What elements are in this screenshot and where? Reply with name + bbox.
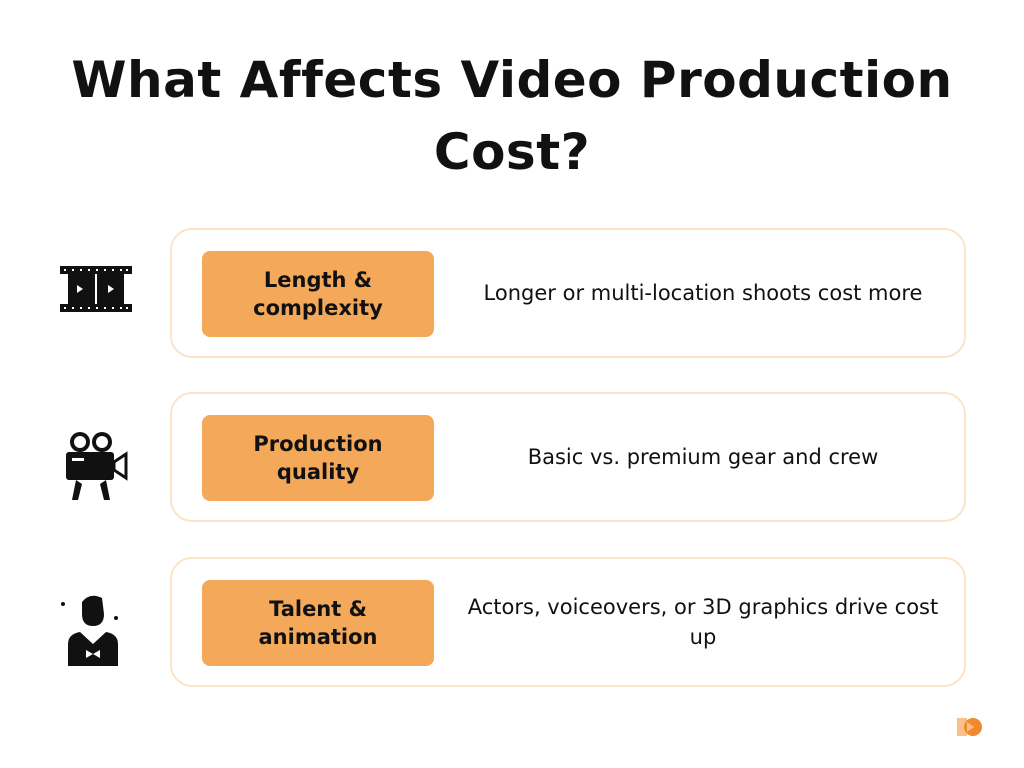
movie-camera-icon (66, 432, 128, 500)
factor-description: Longer or multi-location shoots cost mor… (483, 281, 923, 305)
page-title: What Affects Video Production Cost? (71, 51, 953, 181)
factor-label: Production quality (202, 415, 434, 501)
factor-description: Basic vs. premium gear and crew (527, 445, 879, 469)
actor-icon (61, 595, 118, 666)
factor-card: Production quality Basic vs. premium gea… (170, 392, 966, 522)
brand-logo-icon (957, 718, 982, 736)
factor-description: Actors, voiceovers, or 3D graphics drive… (467, 595, 939, 649)
factor-card: Talent & animation Actors, voiceovers, o… (170, 557, 966, 687)
factor-label: Length & complexity (202, 251, 434, 337)
factor-card: Length & complexity Longer or multi-loca… (170, 228, 966, 358)
factor-label: Talent & animation (202, 580, 434, 666)
film-strip-icon (60, 266, 132, 312)
